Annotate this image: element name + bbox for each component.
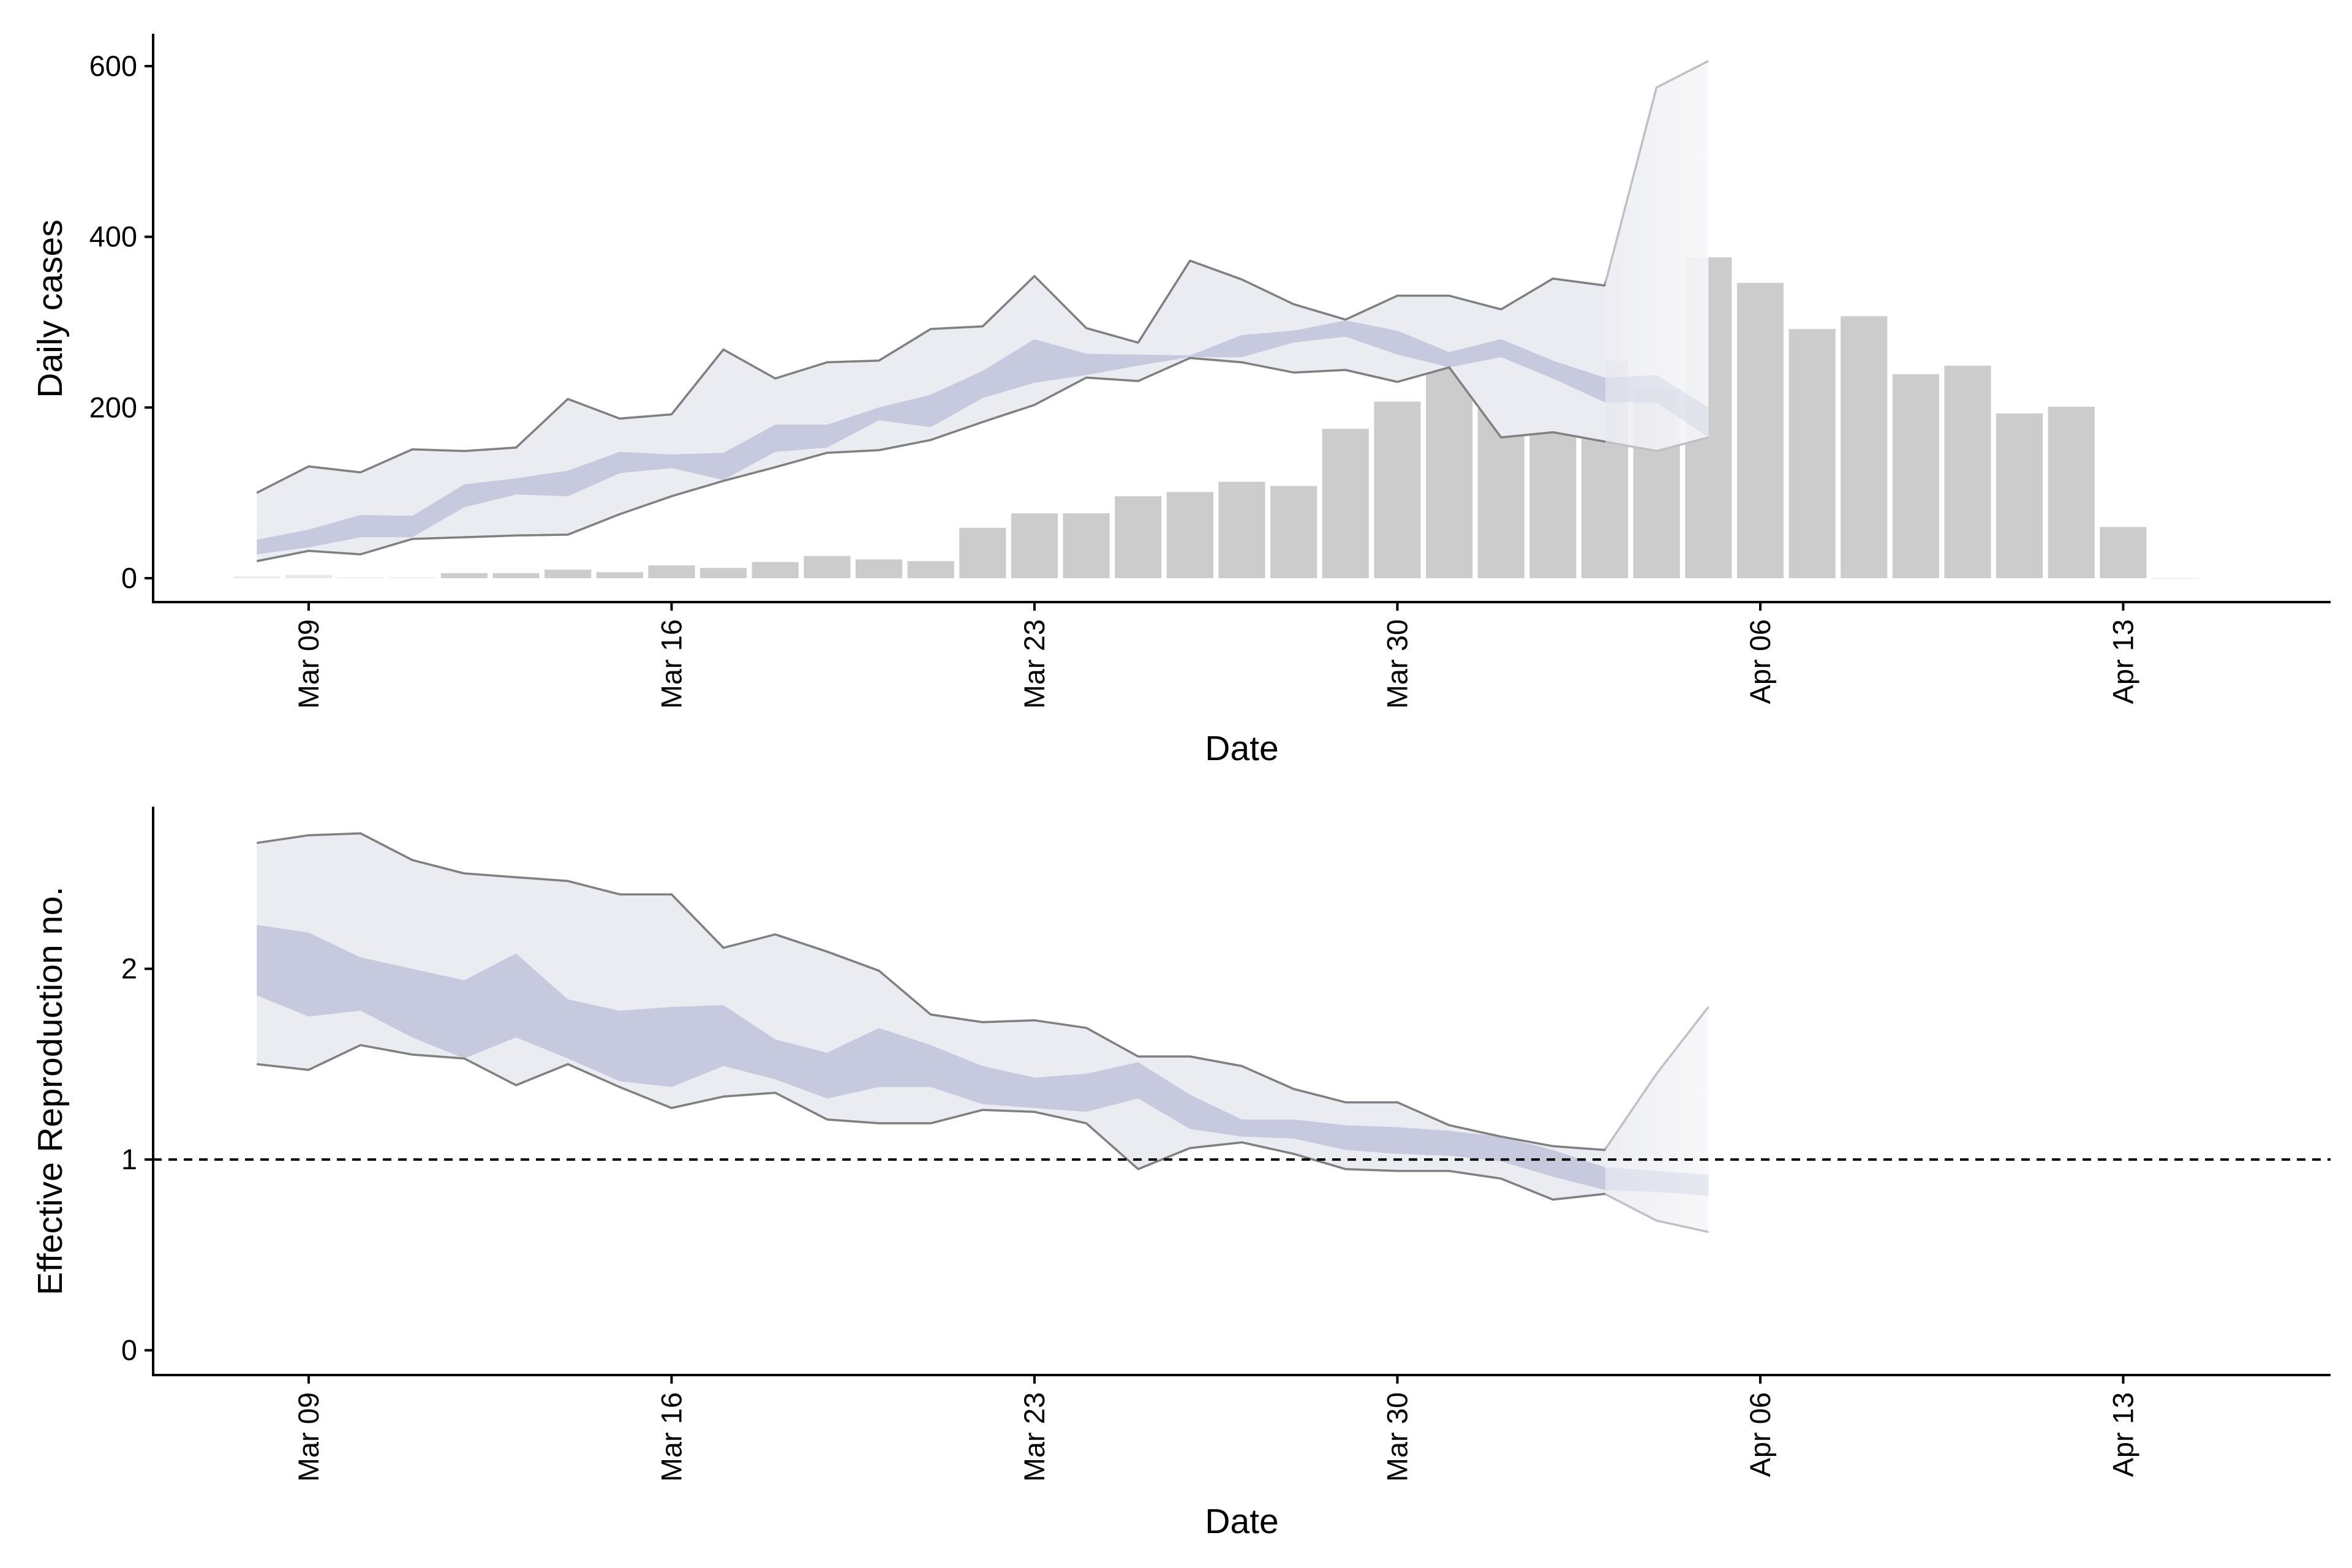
bar [285,575,333,578]
bar [1011,513,1058,578]
x-axis-title: Date [1205,1502,1278,1541]
daily-cases-panel: 0 200 400 600 Mar 09 Mar 16 Mar 23 Mar 30 Apr 06… [31,34,2331,768]
y-tick-label: 0 [121,1334,137,1366]
x-tick-label: Mar 16 [655,1392,687,1482]
x-tick-label: Mar 23 [1018,619,1050,709]
bar [233,576,281,578]
x-tick-label: Apr 13 [2106,1392,2139,1477]
bar [855,559,903,578]
bar [699,568,747,578]
bar [492,573,540,578]
credible-interval-group [257,832,1709,1234]
bar [804,556,851,578]
reproduction-number-panel: 0 1 2 Mar 09 Mar 16 Mar 23 Mar 30 Apr 06 Apr 13 D… [31,807,2331,1541]
x-tick-label: Mar 30 [1381,619,1413,709]
inner-band [257,925,1709,1196]
bar [648,565,695,578]
bar [1944,366,1991,578]
y-tick-label: 2 [121,952,137,985]
bar [1374,401,1421,578]
estimate-main-group [257,61,1709,562]
bar [2151,578,2199,579]
bar [596,572,643,578]
x-tick-label: Mar 30 [1381,1392,1413,1482]
bar [1115,496,1162,578]
bar [1166,492,1213,578]
bar [1322,429,1369,578]
bar [2100,527,2147,578]
bar [1892,374,1939,578]
y-tick-label: 1 [121,1143,137,1175]
bar [1736,282,1784,578]
credible-interval-group [256,60,1709,562]
y-axis-title: Effective Reproduction no. [31,886,70,1295]
x-tick-label: Apr 06 [1744,1392,1776,1477]
bar [907,561,954,578]
y-axis-title: Daily cases [31,219,70,398]
x-tick-label: Mar 16 [655,619,687,709]
outer-band [257,61,1709,562]
bar [752,562,799,578]
interval-line [257,1044,1709,1234]
x-tick-label: Mar 23 [1018,1392,1050,1482]
estimate-main-group [257,833,1709,1232]
x-tick-label: Apr 13 [2106,619,2139,704]
y-tick-label: 0 [121,562,137,594]
x-tick-label: Apr 06 [1744,619,1776,704]
y-tick-label: 400 [89,221,137,253]
interval-line [257,832,1709,1152]
bar [1996,413,2043,578]
bar [2048,406,2095,578]
bar [1789,329,1836,578]
x-axis-title: Date [1205,729,1278,768]
bar [1841,316,1888,578]
inner-band [257,320,1709,554]
interval-line [256,356,1709,562]
bar [1063,513,1110,578]
x-tick-label: Mar 09 [292,619,325,709]
y-tick-label: 200 [89,391,137,423]
y-tick-label: 600 [89,50,137,82]
bar [1270,486,1317,578]
bar [1218,481,1265,578]
bar [545,570,592,578]
bar [440,573,488,578]
interval-line [256,60,1709,494]
bar [959,527,1006,578]
x-tick-label: Mar 09 [292,1392,325,1482]
